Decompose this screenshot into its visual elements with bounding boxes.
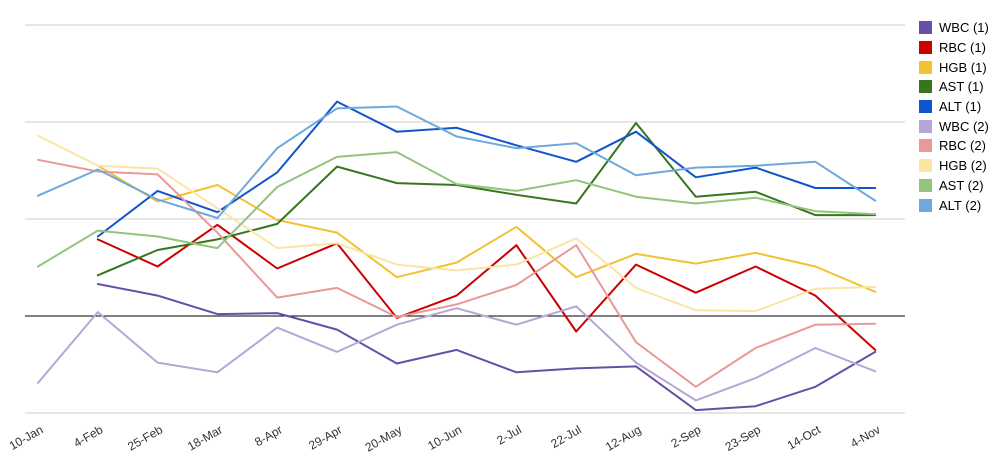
series-line-alt-2[interactable] (37, 105, 877, 219)
x-axis-label: 22-Jul (548, 422, 583, 450)
legend-item-wbc-2[interactable]: WBC (2) (919, 116, 989, 136)
series-line-ast-2[interactable] (37, 151, 877, 268)
series-line-hgb-1[interactable] (96, 164, 877, 293)
legend-label: AST (2) (939, 177, 984, 193)
x-axis-label: 20-May (363, 422, 405, 454)
x-axis-label: 12-Aug (603, 422, 644, 453)
legend-item-wbc-1[interactable]: WBC (1) (919, 18, 989, 38)
legend-item-hgb-2[interactable]: HGB (2) (919, 156, 989, 176)
legend-item-rbc-1[interactable]: RBC (1) (919, 38, 989, 58)
x-axis-label: 14-Oct (785, 422, 824, 452)
legend-swatch (919, 198, 932, 212)
legend-swatch (919, 41, 932, 55)
legend-label: ALT (1) (939, 99, 982, 115)
legend-label: WBC (1) (939, 20, 989, 36)
legend-swatch (919, 21, 932, 35)
series-line-wbc-2[interactable] (37, 305, 877, 402)
x-axis-label: 4-Nov (848, 422, 883, 450)
x-axis-label: 10-Jun (425, 422, 464, 452)
legend-label: RBC (2) (939, 138, 986, 154)
legend-item-ast-1[interactable]: AST (1) (919, 77, 989, 97)
x-axis-label: 2-Jul (494, 422, 524, 447)
legend-label: HGB (1) (939, 59, 987, 75)
x-axis-label: 10-Jan (7, 422, 46, 452)
x-axis-label: 23-Sep (723, 422, 764, 454)
series-line-hgb-2[interactable] (37, 134, 877, 313)
legend-swatch (919, 60, 932, 74)
legend-label: AST (1) (939, 79, 984, 95)
series-line-rbc-1[interactable] (96, 223, 877, 351)
legend-swatch (919, 178, 932, 192)
legend-swatch (919, 159, 932, 173)
legend-item-ast-2[interactable]: AST (2) (919, 176, 989, 196)
x-axis-label: 4-Feb (71, 422, 105, 450)
legend-label: ALT (2) (939, 197, 982, 213)
x-axis-label: 2-Sep (669, 422, 704, 450)
x-axis-label: 18-Mar (185, 422, 225, 453)
legend-label: RBC (1) (939, 40, 986, 56)
legend-item-rbc-2[interactable]: RBC (2) (919, 136, 989, 156)
series-line-rbc-2[interactable] (37, 158, 877, 388)
x-axis-label: 29-Apr (306, 422, 344, 452)
legend-item-alt-1[interactable]: ALT (1) (919, 97, 989, 117)
legend-label: WBC (2) (939, 118, 989, 134)
chart-legend: WBC (1) RBC (1) HGB (1) AST (1) ALT (1) WBC (… (919, 18, 989, 215)
legend-swatch (919, 100, 932, 114)
x-axis-label: 8-Apr (252, 422, 284, 449)
legend-label: HGB (2) (939, 158, 987, 174)
legend-swatch (919, 139, 932, 153)
x-axis-label: 25-Feb (125, 422, 165, 453)
legend-swatch (919, 80, 932, 94)
legend-swatch (919, 119, 932, 133)
legend-item-alt-2[interactable]: ALT (2) (919, 195, 989, 215)
legend-item-hgb-1[interactable]: HGB (1) (919, 57, 989, 77)
series-line-wbc-1[interactable] (96, 283, 877, 412)
